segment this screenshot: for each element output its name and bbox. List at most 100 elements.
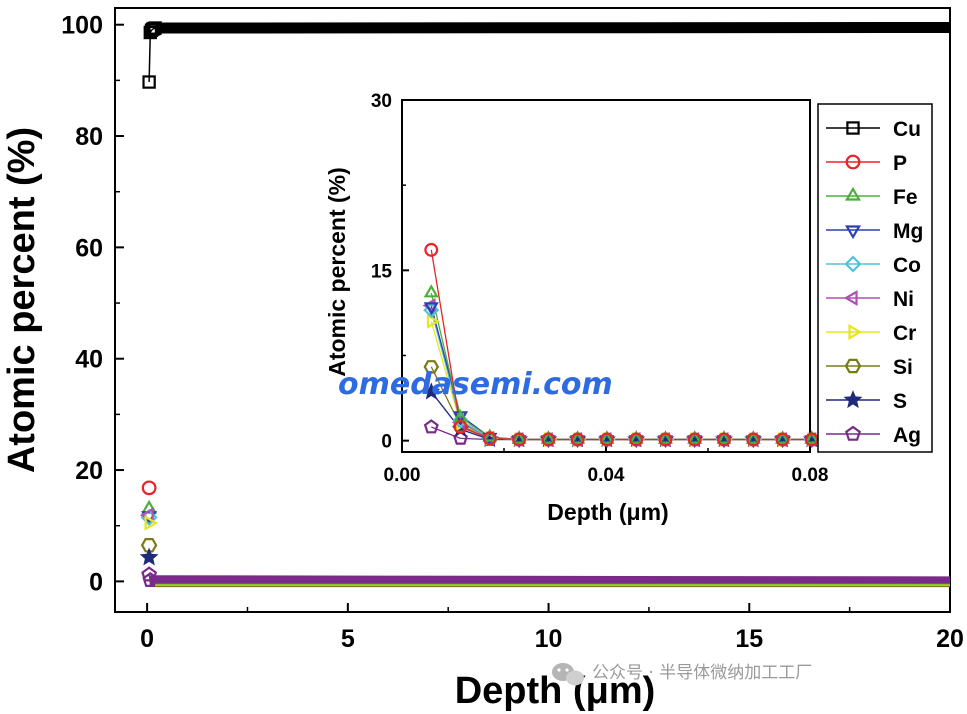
inset-data-point-ag [423, 419, 439, 434]
legend-marker-cr [848, 323, 863, 341]
inset-data-point-mg [804, 435, 820, 449]
legend-item-fe: Fe [826, 186, 918, 209]
inset-data-point-mg [423, 302, 439, 316]
inset-data-point-mg [570, 435, 586, 449]
data-point-cu [142, 75, 156, 89]
y-axis-title: Atomic percent (%) [1, 127, 43, 473]
legend-label: P [893, 152, 907, 175]
inset-data-point-p [541, 432, 556, 447]
y-tick-label: 60 [75, 234, 103, 262]
data-point-co [140, 508, 158, 526]
inset-data-point-fe [628, 430, 644, 444]
inset-x-tick-label: 0.00 [384, 465, 421, 486]
legend-item-p: P [826, 152, 907, 175]
inset-y-axis-title: Atomic percent (%) [324, 167, 350, 377]
inset-data-point-p [424, 242, 439, 257]
inset-data-point-p [746, 432, 761, 447]
inset-data-point-p [775, 432, 790, 447]
inset-x-axis-title: Depth (μm) [547, 499, 668, 525]
y-tick-label: 20 [75, 457, 103, 485]
inset-data-point-p [512, 432, 527, 447]
y-tick-label: 0 [89, 568, 103, 596]
wechat-caption-text: 公众号 · 半导体微纳加工工厂 [592, 663, 812, 683]
legend-marker-mg [844, 225, 862, 240]
inset-data-point-fe [423, 284, 439, 298]
watermark-text: omedasemi.com [338, 367, 613, 402]
data-point-si [140, 537, 158, 553]
inset-data-point-p [570, 432, 585, 447]
inset-data-point-p [453, 420, 468, 434]
legend-item-si: Si [826, 356, 913, 379]
inset-data-point-p [687, 432, 702, 447]
inset-data-point-mg [511, 435, 527, 449]
inset-data-point-fe [540, 430, 556, 444]
inset-plot: 0.00 0.04 0.08 0 15 30 [371, 91, 829, 486]
inset-data-point-mg [540, 435, 556, 449]
legend-label: Ni [893, 288, 914, 311]
legend-item-co: Co [826, 254, 921, 277]
x-tick-label: 15 [735, 625, 763, 653]
inset-data-point-mg [657, 435, 674, 449]
legend-marker-fe [844, 186, 862, 201]
legend-marker-cu [846, 121, 860, 135]
legend-marker-ag [845, 425, 861, 441]
inset-data-point-fe [511, 430, 527, 444]
inset-data-point-fe [657, 430, 673, 444]
inset-data-point-p [717, 432, 731, 447]
inset-data-point-p [658, 432, 673, 447]
inset-data-point-fe [482, 428, 498, 442]
inset-data-point-s [422, 382, 441, 400]
inset-data-point-p [629, 432, 644, 447]
inset-data-point-co [423, 302, 440, 319]
inset-data-point-mg [482, 432, 498, 446]
legend-label: Cr [893, 322, 916, 345]
inset-data-point-fe [745, 430, 761, 444]
wechat-caption: 公众号 · 半导体微纳加工工厂 [552, 663, 812, 686]
y-tick-label: 40 [75, 346, 103, 374]
legend-label: Si [893, 356, 913, 379]
inset-data-point-fe [599, 430, 615, 444]
y-tick-label: 80 [75, 123, 103, 151]
inset-x-tick-label: 0.08 [792, 465, 829, 486]
legend-label: Cu [893, 118, 921, 141]
series-path-cu [148, 27, 156, 83]
x-tick-label: 0 [140, 625, 154, 653]
legend-item-ni: Ni [826, 288, 914, 311]
legend-item-s: S [826, 390, 907, 413]
legend-item-ag: Ag [826, 424, 921, 447]
y-tick-label: 100 [61, 12, 103, 40]
x-tick-label: 5 [341, 625, 355, 653]
data-point-ag [141, 566, 158, 582]
inset-data-point-mg [599, 435, 615, 449]
data-point-s [139, 547, 159, 566]
data-point-cu [148, 21, 162, 35]
legend-label: Mg [893, 220, 923, 243]
legend: Cu P Fe Mg Co Ni Cr Si S Ag [817, 103, 933, 453]
inset-data-point-fe [804, 430, 820, 444]
main-plot-frame [114, 7, 951, 613]
inset-data-point-cr [426, 313, 441, 329]
inset-y-tick-label: 0 [381, 432, 392, 453]
inset-data-point-p [482, 431, 497, 446]
main-plot: 0 5 10 15 20 0 20 40 60 80 100 [61, 7, 964, 653]
data-point-p [141, 480, 157, 496]
x-tick-label: 20 [936, 625, 964, 653]
legend-marker-co [844, 255, 862, 273]
inset-y-tick-label: 30 [371, 91, 392, 112]
inset-y-tick-label: 15 [371, 261, 393, 282]
data-point-cr [144, 515, 159, 531]
legend-marker-si [844, 358, 862, 374]
legend-item-cu: Cu [826, 118, 921, 141]
inset-x-tick-label: 0.04 [588, 465, 625, 486]
legend-label: S [893, 390, 907, 413]
series-line-ag [149, 575, 951, 587]
inset-data-point-fe [687, 430, 703, 444]
inset-data-point-mg [774, 435, 791, 449]
wechat-icon [552, 663, 584, 686]
legend-item-mg: Mg [826, 220, 923, 243]
inset-data-point-si [423, 360, 440, 374]
inset-data-point-mg [745, 435, 761, 449]
data-point-ag [142, 571, 159, 588]
inset-data-point-fe [570, 430, 586, 444]
